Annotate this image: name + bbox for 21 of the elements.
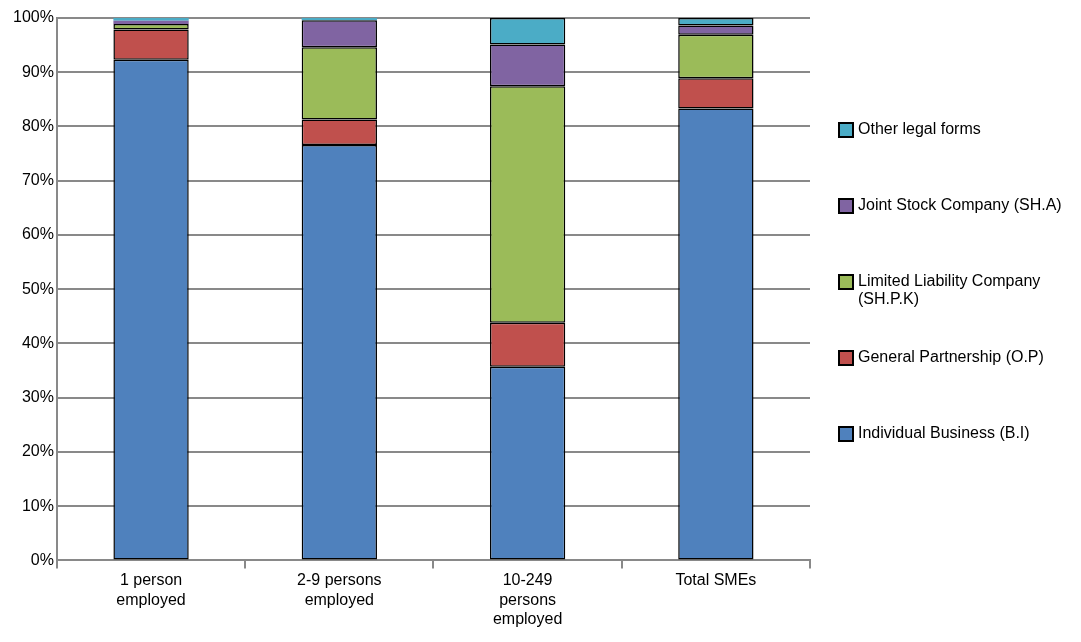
x-tick-label: 2-9 persons employed <box>297 571 382 608</box>
legend-label: Limited Liability Company (SH.P.K) <box>858 272 1042 308</box>
x-tick-label: 1 person employed <box>116 571 186 608</box>
bar <box>301 18 377 21</box>
y-tick-label: 30% <box>21 388 54 406</box>
legend-label: Individual Business (B.I) <box>858 424 1030 442</box>
y-tick-label: 80% <box>21 116 54 134</box>
y-tick-label: 0% <box>30 550 54 568</box>
x-tick-label: 10-249 persons employed <box>492 571 563 627</box>
y-tick-label: 40% <box>21 333 54 351</box>
y-tick-label: 100% <box>13 8 54 26</box>
y-tick-label: 70% <box>21 171 54 189</box>
y-tick-label: 90% <box>21 62 54 80</box>
legend-label: Joint Stock Company (SH.A) <box>858 196 1062 214</box>
y-tick-label: 10% <box>21 496 54 514</box>
legend-label: General Partnership (O.P) <box>858 348 1044 366</box>
x-tick-label: Total SMEs <box>675 571 757 589</box>
y-tick-label: 60% <box>21 225 54 243</box>
y-tick-label: 20% <box>21 442 54 460</box>
y-tick-label: 50% <box>21 279 54 297</box>
legend-label: Other legal forms <box>858 120 981 138</box>
